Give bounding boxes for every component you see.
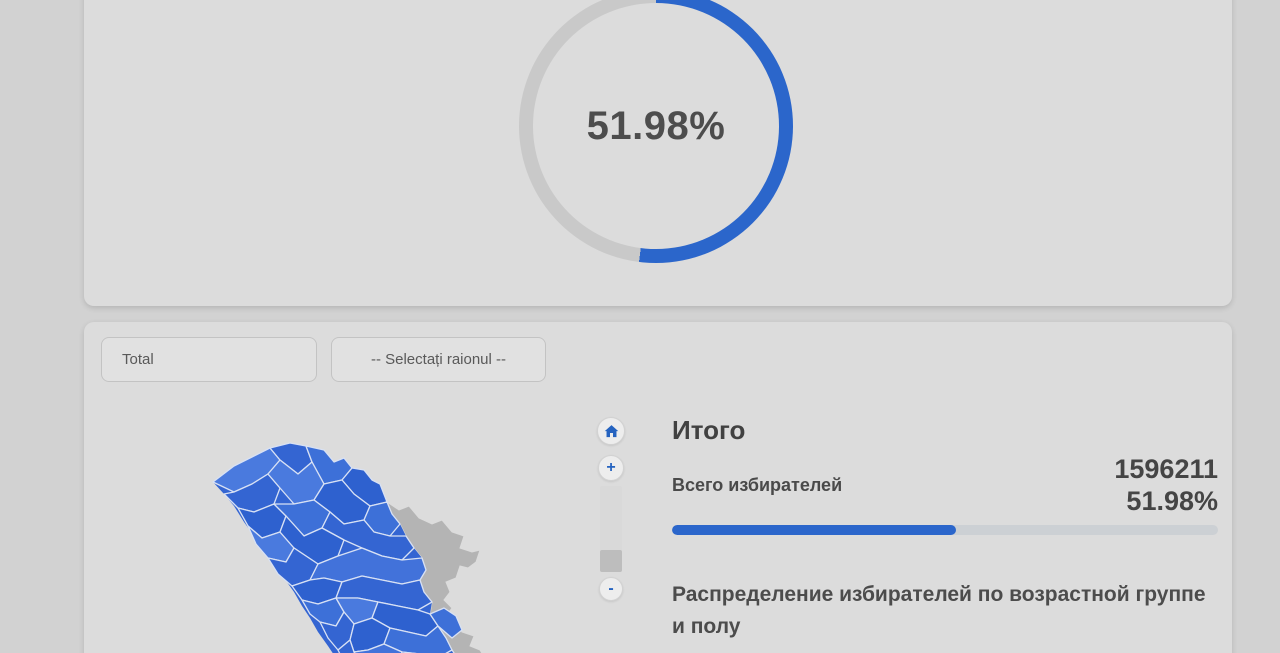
map-home-button[interactable] <box>597 417 625 445</box>
details-card: Total -- Selectați raionul -- <box>84 322 1232 653</box>
zoom-slider[interactable] <box>600 486 622 572</box>
total-voters-label: Всего избирателей <box>672 475 843 496</box>
summary-panel: Итого Всего избирателей 1596211 51.98% Р… <box>672 415 1218 644</box>
district-dropdown[interactable]: -- Selectați raionul -- <box>331 337 546 382</box>
turnout-donut-hole: 51.98% <box>533 3 779 249</box>
zoom-slider-thumb[interactable] <box>600 550 622 572</box>
turnout-progress-fill <box>672 524 956 535</box>
turnout-percent-value: 51.98% <box>1126 485 1218 516</box>
total-voters-values: 1596211 51.98% <box>1114 454 1218 518</box>
home-icon <box>604 424 618 437</box>
moldova-map[interactable] <box>194 395 540 653</box>
turnout-donut-label: 51.98% <box>586 103 726 148</box>
turnout-progress <box>672 524 1218 535</box>
scope-dropdown[interactable]: Total <box>101 337 317 382</box>
zoom-out-button[interactable]: - <box>599 577 623 601</box>
turnout-card: 51.98% <box>84 0 1232 306</box>
distribution-title: Распределение избирателей по возрастной … <box>672 582 1206 639</box>
total-voters-value: 1596211 <box>1114 454 1218 484</box>
turnout-donut: 51.98% <box>519 0 793 263</box>
zoom-in-button[interactable]: + <box>598 455 624 481</box>
map-districts[interactable] <box>212 442 480 653</box>
district-dropdown-placeholder: -- Selectați raionul -- <box>370 351 507 368</box>
plus-icon: + <box>606 459 616 476</box>
minus-icon: - <box>608 580 614 597</box>
scope-dropdown-value: Total <box>122 351 154 368</box>
summary-title: Итого <box>672 415 746 445</box>
total-voters-row: Всего избирателей 1596211 51.98% <box>672 454 1218 518</box>
